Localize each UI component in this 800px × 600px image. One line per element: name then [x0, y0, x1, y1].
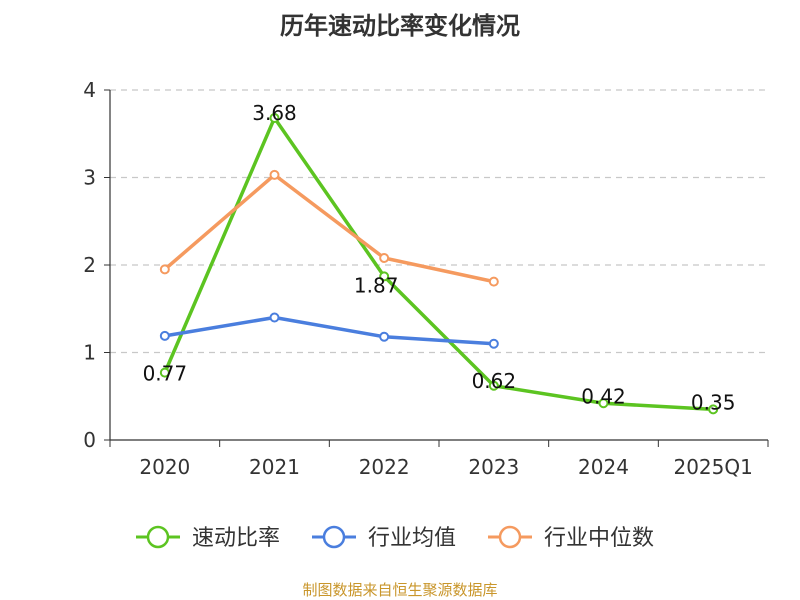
legend-marker — [322, 525, 346, 549]
data-point — [269, 113, 280, 123]
data-point — [379, 331, 390, 342]
data-label: 0.35 — [691, 390, 736, 414]
data-point — [598, 398, 609, 409]
series-line-1 — [164, 315, 494, 346]
x-tick-label: 2024 — [578, 455, 629, 479]
data-point — [488, 338, 499, 349]
legend-label: 行业中位数 — [544, 526, 654, 551]
y-tick-label: 2 — [83, 253, 96, 277]
x-tick-label: 2022 — [359, 455, 410, 479]
series-line-0 — [163, 116, 714, 412]
data-label: 0.62 — [472, 369, 517, 393]
y-tick-label: 4 — [83, 78, 96, 102]
data-label: 3.68 — [252, 101, 297, 125]
data-point — [269, 312, 280, 323]
data-point — [488, 380, 499, 391]
x-tick-label: 2021 — [249, 455, 300, 479]
data-label: 0.42 — [581, 384, 626, 408]
legend-label: 速动比率 — [192, 526, 280, 551]
data-point — [708, 404, 719, 415]
x-tick-label: 2023 — [468, 455, 519, 479]
data-point — [488, 276, 499, 287]
data-labels: 0.77 3.68 1.87 0.62 0.42 0.35 — [143, 101, 736, 414]
y-tick-label: 3 — [83, 166, 96, 190]
y-tick-label: 1 — [83, 341, 96, 365]
legend-item-2[interactable]: 行业中位数 — [488, 525, 654, 551]
legend-item-1[interactable]: 行业均值 — [312, 525, 456, 551]
data-point — [379, 271, 390, 282]
x-tick-label: 2025Q1 — [673, 455, 752, 479]
legend-label: 行业均值 — [368, 526, 456, 551]
source-note: 制图数据来自恒生聚源数据库 — [302, 581, 498, 599]
x-tick-label: 2020 — [139, 455, 190, 479]
grid-lines — [110, 89, 768, 354]
axes: 0 1 2 3 4 2020 2021 2022 2023 2024 2025Q1 — [83, 78, 769, 479]
series-lines — [159, 113, 719, 415]
legend: 速动比率 行业均值 行业中位数 — [136, 525, 654, 551]
data-label: 0.77 — [143, 362, 188, 386]
data-label: 1.87 — [354, 273, 399, 297]
data-point — [269, 169, 280, 180]
data-point — [159, 264, 170, 275]
y-tick-label: 0 — [83, 428, 96, 452]
series-line-2 — [163, 173, 495, 284]
data-point — [159, 330, 170, 341]
data-point — [379, 253, 390, 263]
legend-marker — [146, 525, 170, 549]
chart-title: 历年速动比率变化情况 — [280, 12, 520, 40]
data-point — [159, 367, 170, 378]
legend-marker — [498, 525, 522, 549]
legend-item-0[interactable]: 速动比率 — [136, 525, 280, 551]
